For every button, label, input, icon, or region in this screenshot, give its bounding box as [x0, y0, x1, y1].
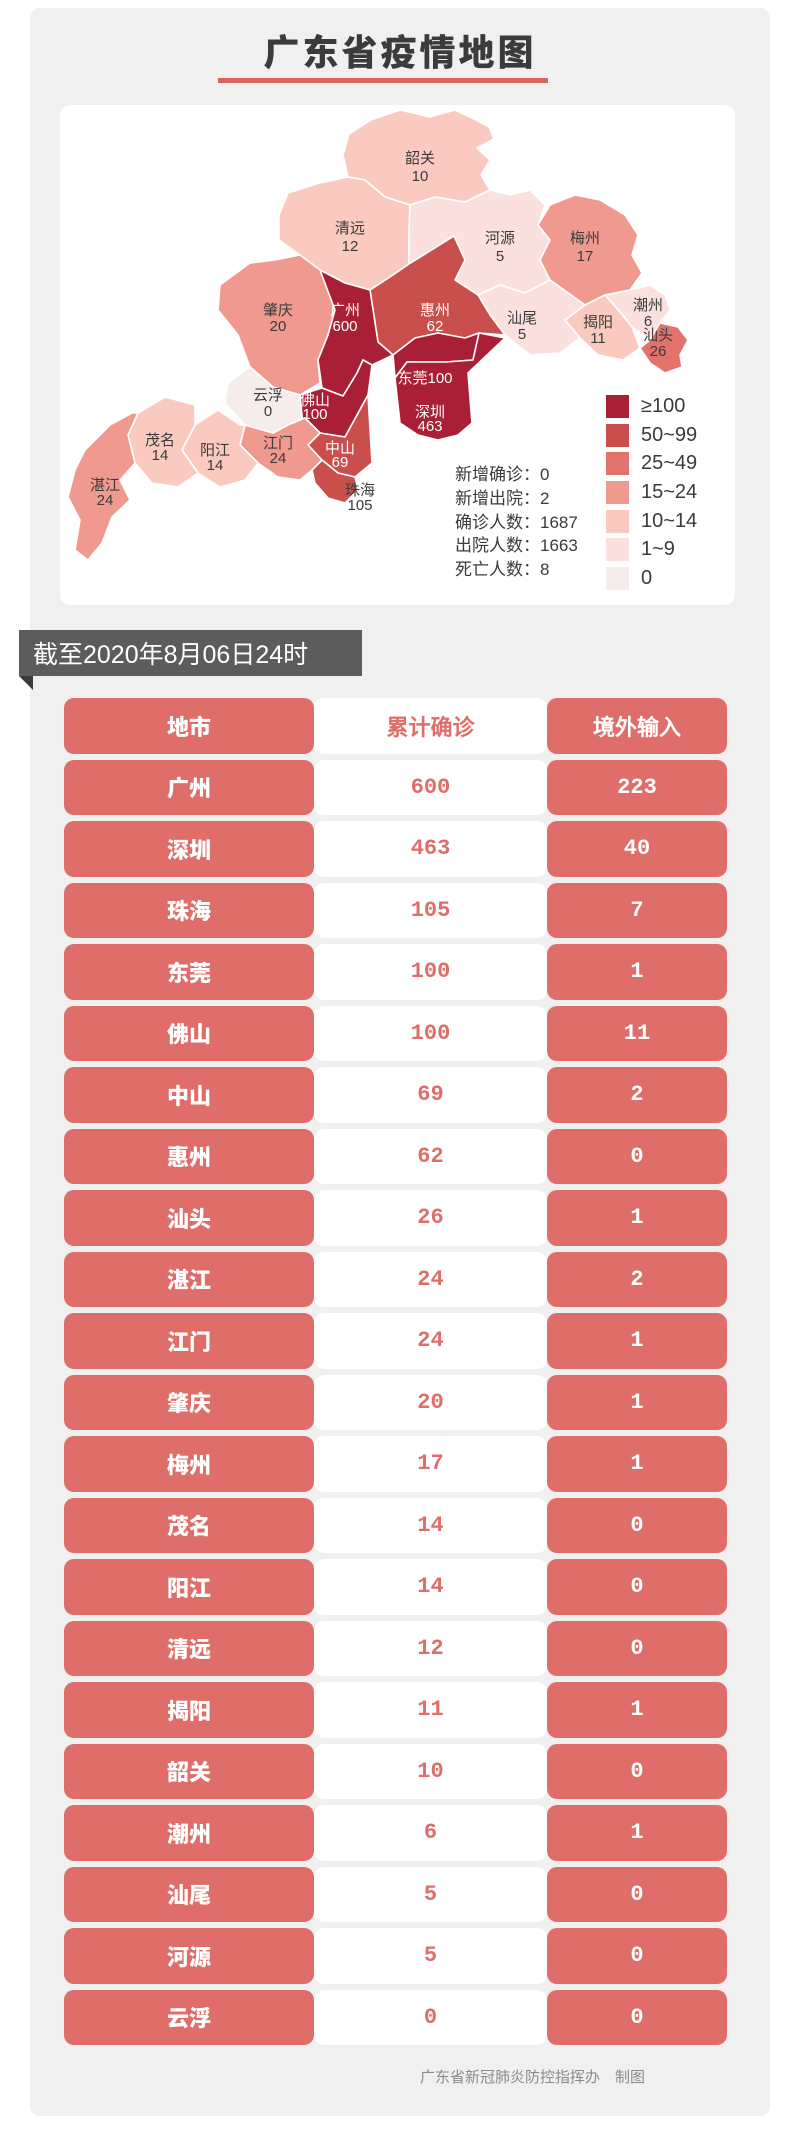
svg-text:东莞100: 东莞100	[397, 370, 452, 387]
svg-text:潮州: 潮州	[633, 297, 663, 314]
svg-text:0: 0	[264, 403, 272, 420]
svg-text:5: 5	[518, 326, 526, 343]
svg-text:汕头: 汕头	[643, 327, 673, 344]
svg-text:17: 17	[577, 248, 594, 265]
svg-text:12: 12	[342, 238, 359, 255]
svg-text:河源: 河源	[485, 230, 515, 247]
svg-text:24: 24	[270, 450, 287, 467]
svg-text:清远: 清远	[335, 220, 365, 237]
svg-text:24: 24	[97, 492, 114, 509]
svg-text:14: 14	[152, 447, 169, 464]
svg-text:11: 11	[590, 330, 606, 347]
svg-text:梅州: 梅州	[570, 230, 600, 247]
svg-text:10: 10	[412, 168, 429, 185]
svg-text:100: 100	[302, 406, 327, 423]
svg-text:汕尾: 汕尾	[507, 310, 537, 327]
svg-text:广州: 广州	[330, 302, 360, 319]
svg-text:云浮: 云浮	[253, 387, 283, 404]
svg-text:600: 600	[332, 318, 357, 335]
svg-text:5: 5	[496, 248, 504, 265]
svg-text:肇庆: 肇庆	[263, 302, 293, 319]
svg-text:26: 26	[650, 343, 667, 360]
svg-text:105: 105	[347, 497, 372, 514]
svg-text:69: 69	[332, 454, 349, 471]
svg-text:14: 14	[207, 457, 224, 474]
svg-text:20: 20	[270, 318, 287, 335]
svg-text:惠州: 惠州	[420, 302, 450, 319]
svg-text:韶关: 韶关	[405, 150, 435, 167]
svg-text:揭阳: 揭阳	[583, 314, 613, 331]
svg-text:62: 62	[427, 318, 444, 335]
svg-text:463: 463	[417, 418, 442, 435]
